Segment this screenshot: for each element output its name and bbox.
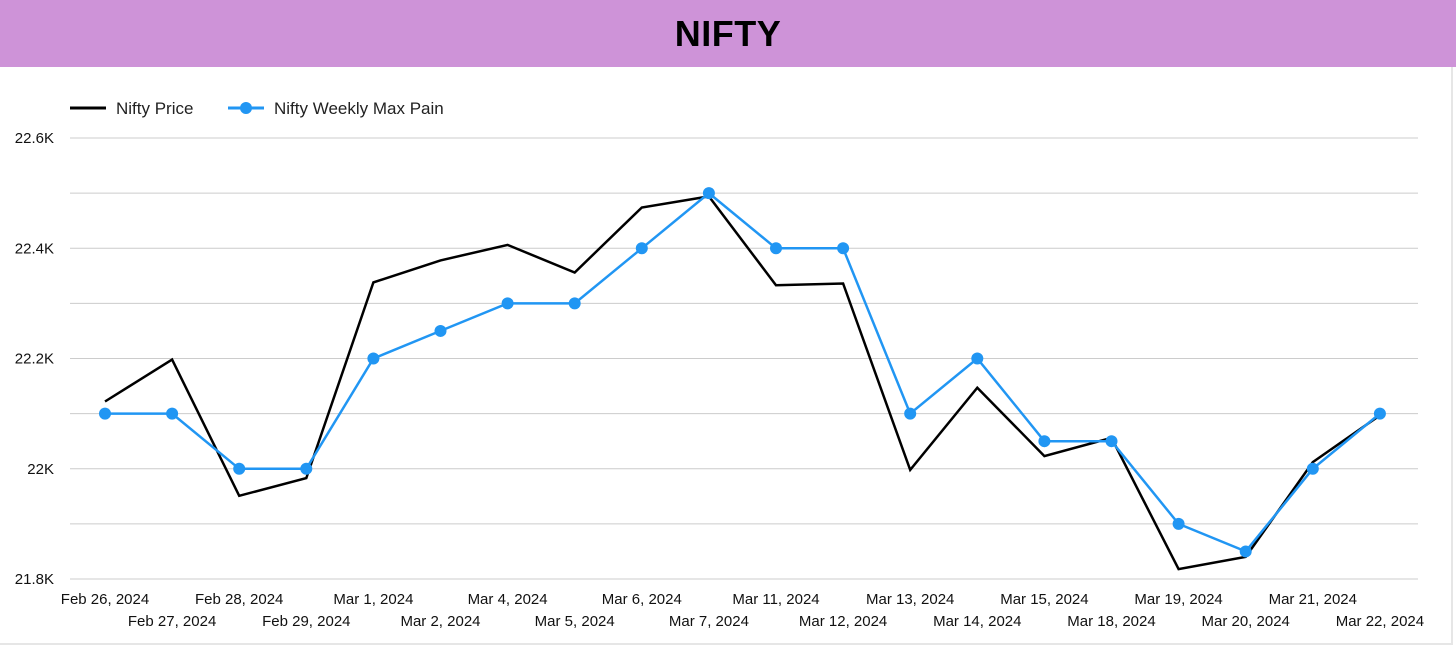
y-tick-label: 22.2K: [15, 351, 54, 368]
x-axis: Feb 26, 2024 Feb 27, 2024 Feb 28, 2024 Feb …: [61, 591, 1424, 630]
x-tick-label: Mar 4, 2024: [468, 591, 548, 608]
x-tick-label: Feb 29, 2024: [262, 613, 350, 630]
nifty-price-line: [104, 195, 1381, 571]
max-pain-point: [434, 324, 447, 337]
max-pain-point: [904, 407, 917, 420]
x-tick-label: Mar 22, 2024: [1336, 613, 1424, 630]
y-tick-label: 22K: [27, 461, 54, 478]
x-tick-label: Feb 28, 2024: [195, 591, 283, 608]
y-tick-label: 22.4K: [15, 240, 54, 257]
chart-title: NIFTY: [674, 12, 782, 54]
max-pain-point: [837, 242, 850, 255]
y-axis: 21.8K 22K 22.2K 22.4K 22.6K: [15, 130, 54, 588]
max-pain-point: [770, 242, 782, 255]
title-bar: NIFTY: [0, 0, 1456, 67]
x-tick-label: Mar 19, 2024: [1134, 591, 1222, 608]
chart-area: 21.8K 22K 22.2K 22.4K 22.6K Feb 26, 2024 Feb …: [0, 67, 1453, 645]
y-tick-label: 21.8K: [15, 571, 54, 588]
x-tick-label: Mar 6, 2024: [602, 591, 682, 608]
legend-label: Nifty Price: [116, 99, 193, 118]
legend: Nifty Price Nifty Weekly Max Pain: [70, 99, 444, 118]
x-tick-label: Feb 26, 2024: [61, 591, 149, 608]
max-pain-point: [635, 242, 648, 255]
max-pain-line: [105, 191, 1381, 553]
max-pain-point: [1038, 435, 1051, 448]
max-pain-point: [568, 297, 581, 310]
max-pain-point: [1306, 462, 1319, 475]
series-lines: [99, 187, 1386, 571]
max-pain-point: [501, 297, 514, 310]
x-tick-label: Feb 27, 2024: [128, 613, 216, 630]
max-pain-point: [1105, 435, 1118, 448]
max-pain-point: [166, 407, 179, 420]
x-tick-label: Mar 20, 2024: [1202, 613, 1290, 630]
max-pain-point: [367, 352, 380, 365]
legend-label: Nifty Weekly Max Pain: [274, 99, 444, 118]
legend-item-price: Nifty Price: [70, 99, 193, 118]
legend-marker: [240, 102, 252, 114]
x-tick-label: Mar 5, 2024: [535, 613, 615, 630]
x-tick-label: Mar 15, 2024: [1000, 591, 1088, 608]
x-tick-label: Mar 11, 2024: [732, 591, 819, 608]
x-tick-label: Mar 21, 2024: [1269, 591, 1357, 608]
gridlines: [70, 137, 1418, 580]
max-pain-point: [99, 407, 111, 420]
x-tick-label: Mar 12, 2024: [799, 613, 887, 630]
x-tick-label: Mar 14, 2024: [933, 613, 1021, 630]
max-pain-point: [702, 187, 715, 200]
x-tick-label: Mar 13, 2024: [866, 591, 954, 608]
max-pain-point: [971, 352, 984, 365]
x-tick-label: Mar 2, 2024: [400, 613, 480, 630]
x-tick-label: Mar 7, 2024: [669, 613, 749, 630]
y-tick-label: 22.6K: [15, 130, 54, 147]
x-tick-label: Mar 18, 2024: [1067, 613, 1155, 630]
max-pain-point: [300, 462, 313, 475]
legend-item-max-pain: Nifty Weekly Max Pain: [228, 99, 444, 118]
x-tick-label: Mar 1, 2024: [333, 591, 413, 608]
max-pain-point: [1172, 517, 1185, 530]
max-pain-point: [1373, 407, 1386, 420]
max-pain-point: [1239, 545, 1252, 558]
max-pain-point: [233, 462, 246, 475]
